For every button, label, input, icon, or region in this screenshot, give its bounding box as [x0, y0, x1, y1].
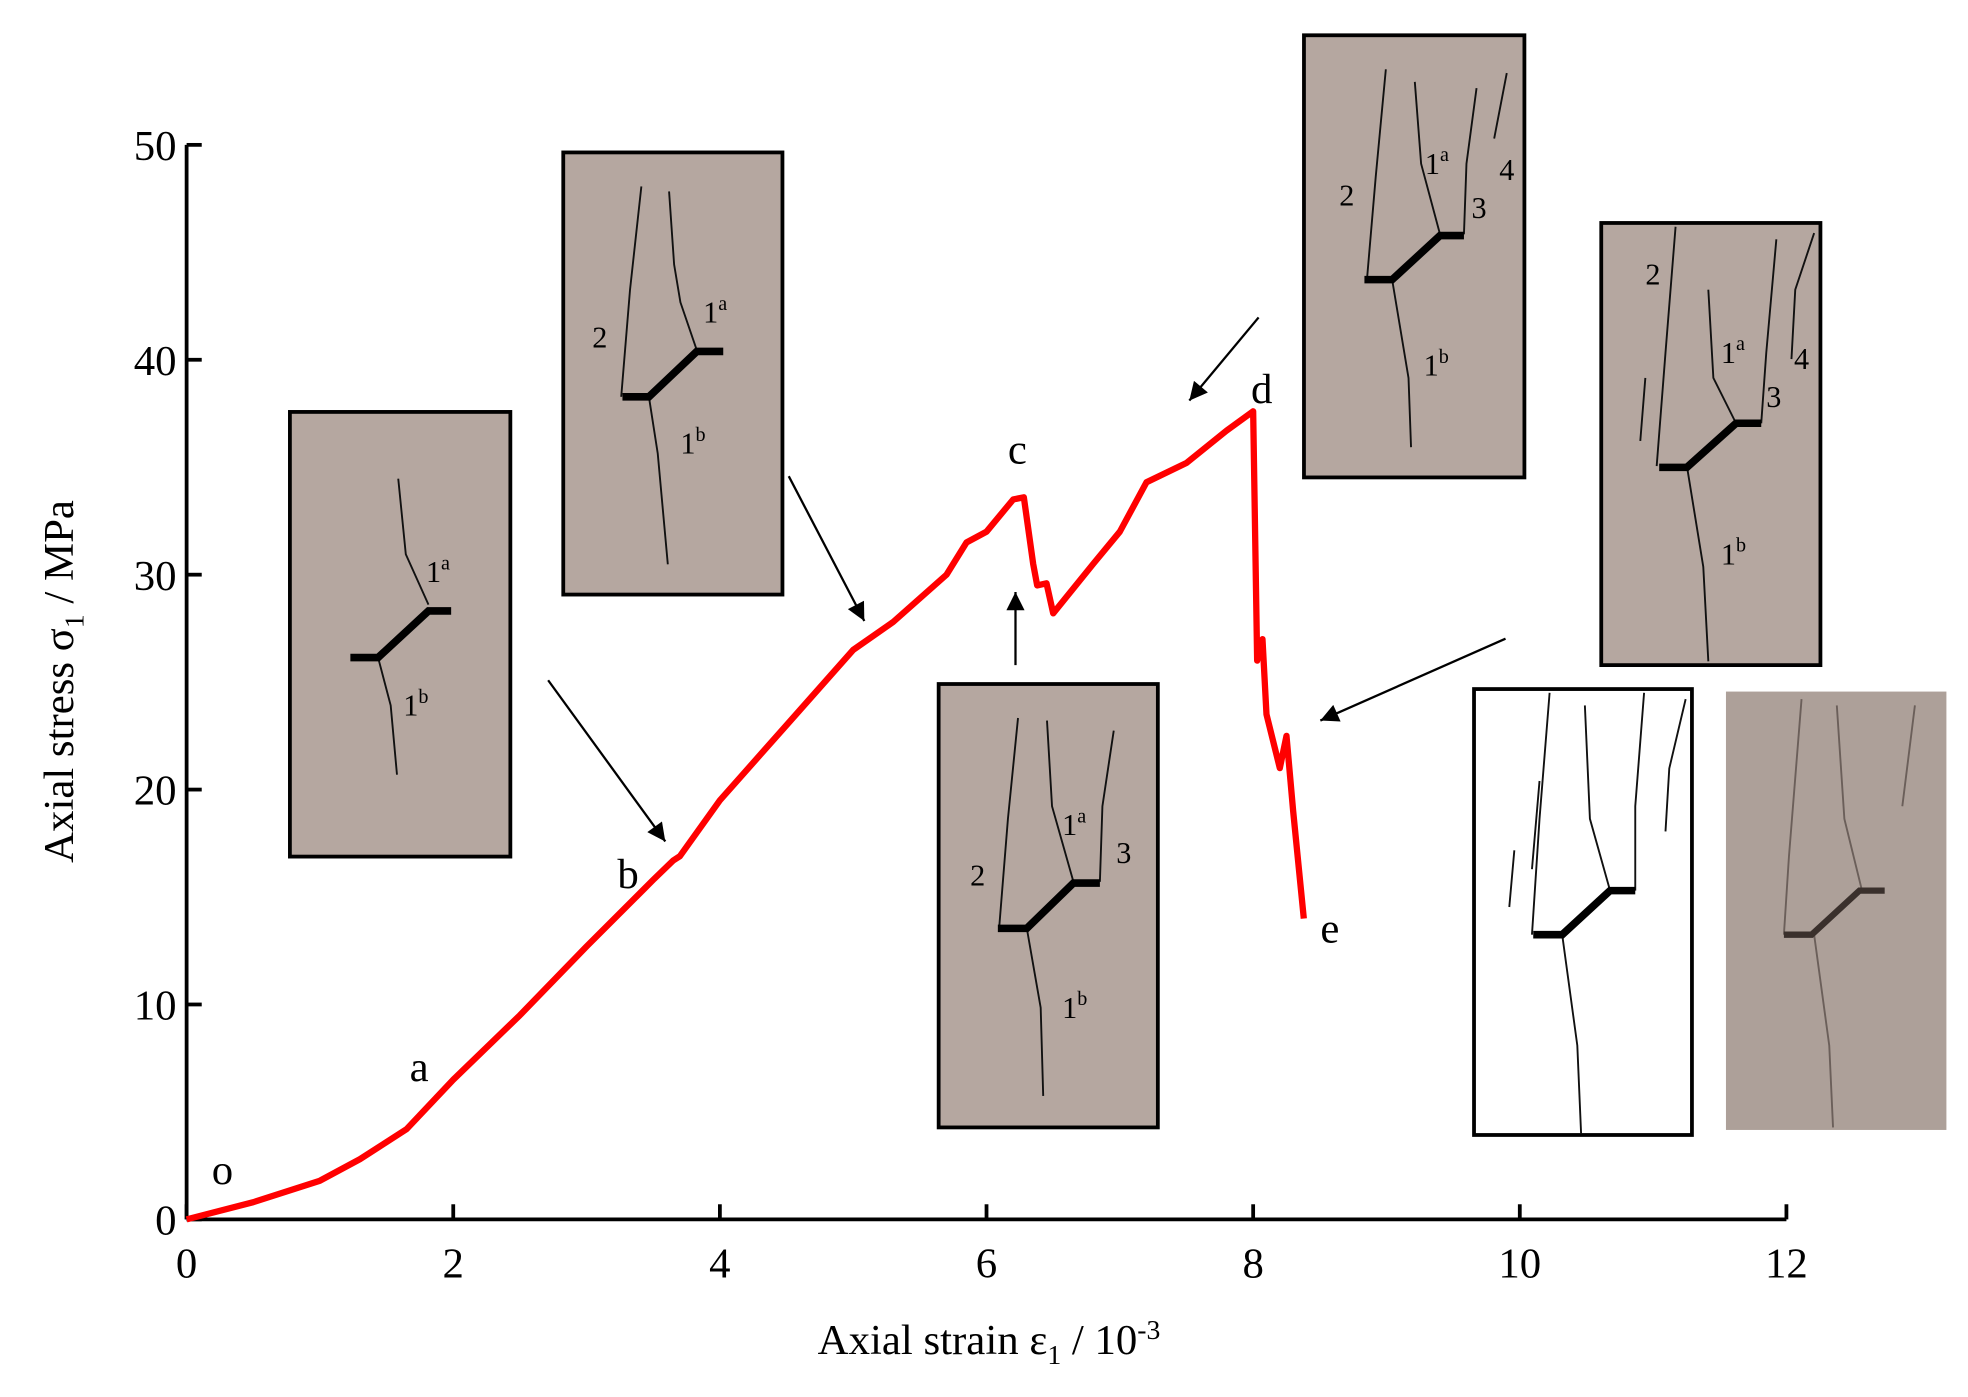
point-label: o [212, 1147, 233, 1194]
stress-strain-curve [185, 408, 1307, 1223]
y-tick-label: 50 [134, 123, 177, 170]
crack-label: 2 [1339, 178, 1354, 212]
crack [1364, 231, 1464, 284]
arrow [1319, 637, 1506, 722]
crack [1783, 887, 1885, 938]
point-label: e [1320, 905, 1339, 952]
inset: 1a 1b [288, 410, 513, 859]
arrow [547, 679, 667, 843]
crack-label: 1b [1424, 346, 1449, 383]
crack [1782, 699, 1916, 1128]
x-tick-label: 12 [1765, 1240, 1808, 1287]
x-tick-label: 10 [1498, 1240, 1541, 1287]
crack-label: 3 [1116, 836, 1131, 870]
crack [998, 717, 1115, 1096]
crack [1366, 69, 1508, 448]
inset: 2 1a 4 3 1b [1599, 221, 1823, 668]
inset: 2 1a 3 4 1b [1302, 33, 1527, 480]
crack-label: 4 [1499, 153, 1514, 187]
crack [622, 347, 724, 401]
crack-label: 1b [403, 686, 428, 723]
crack-label: 3 [1472, 191, 1487, 225]
crack [1659, 419, 1762, 472]
x-tick-label: 4 [709, 1240, 730, 1287]
arrows [547, 316, 1506, 843]
crack [1508, 692, 1687, 1134]
y-tick-label: 40 [134, 338, 177, 385]
x-tick-label: 2 [443, 1240, 464, 1287]
crack [620, 186, 698, 565]
crack-label: 1a [426, 552, 450, 589]
inset: 2 1a 3 1b [936, 682, 1160, 1130]
crack [1533, 886, 1636, 939]
crack-label: 2 [970, 859, 985, 893]
x-tick-label: 0 [176, 1240, 197, 1287]
crack [1639, 226, 1816, 662]
crack [350, 607, 452, 662]
axes: 0 2 4 6 8 10 12 0 10 20 30 40 50 [134, 123, 1808, 1287]
crack-label: 2 [592, 321, 607, 355]
y-tick-label: 0 [155, 1197, 176, 1244]
crack-label: 1b [1062, 988, 1087, 1025]
crack-label: 1a [1425, 144, 1449, 181]
arrow [787, 475, 866, 622]
point-label: d [1251, 366, 1272, 413]
crack [997, 879, 1100, 933]
crack [377, 478, 430, 775]
inset: 2 1a 1b [561, 150, 785, 597]
crack-label: 4 [1794, 342, 1809, 376]
arrow [1188, 316, 1260, 402]
y-axis-title: Axial stress σ1 / MPa [36, 500, 89, 863]
point-label: c [1008, 427, 1027, 474]
y-tick-label: 20 [134, 768, 177, 815]
crack-label: 1a [703, 293, 727, 330]
y-tick-label: 30 [134, 553, 177, 600]
crack-label: 1a [1721, 333, 1745, 370]
crack-label: 1b [1721, 535, 1746, 572]
crack-label: 2 [1645, 258, 1660, 292]
inset [1472, 687, 1947, 1137]
point-label: b [617, 851, 638, 898]
crack-label: 1a [1062, 806, 1086, 843]
y-tick-label: 10 [134, 983, 177, 1030]
x-axis-title: Axial strain ε1 / 10-3 [818, 1314, 1161, 1370]
crack-label: 1b [680, 424, 705, 461]
x-tick-label: 6 [976, 1240, 997, 1287]
point-label: a [410, 1044, 429, 1091]
x-tick-label: 8 [1242, 1240, 1263, 1287]
crack-label: 3 [1766, 380, 1781, 414]
